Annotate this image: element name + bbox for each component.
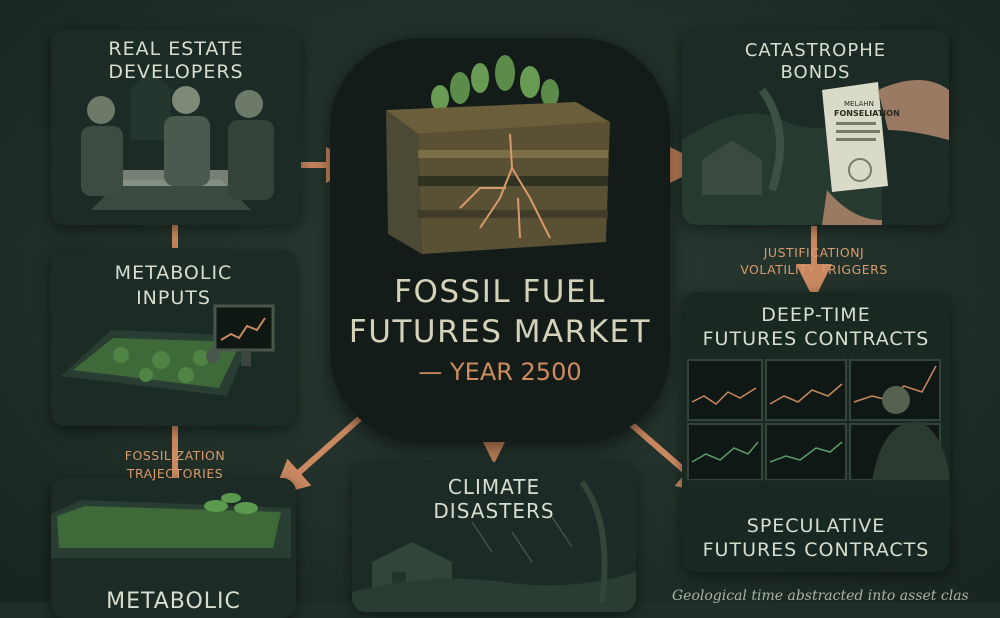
soil-cube-illustration — [386, 55, 610, 254]
document-text-line2: FONSELIATION — [834, 109, 900, 118]
center-title-line2: FUTURES MARKET — [348, 314, 652, 350]
panel-climate-disasters: CLIMATE DISASTERS — [352, 462, 636, 612]
panel-real-estate-developers: REAL ESTATE DEVELOPERS — [51, 30, 301, 225]
panel-title-line1: REAL ESTATE — [108, 38, 244, 60]
center-subtitle: — YEAR 2500 — [418, 358, 582, 386]
panel-title-line1: CATASTROPHE — [744, 40, 887, 61]
panel-title-line2: INPUTS — [136, 287, 211, 309]
panel-title-line2: DISASTERS — [433, 499, 555, 523]
justification-label-line1: JUSTIFICATIONJ — [763, 245, 865, 260]
caption: Geological time abstracted into asset cl… — [672, 588, 969, 604]
fossilization-label-line1: FOSSILIZATION — [124, 448, 226, 463]
fossilization-label-line2: TRAJECTORIES — [126, 466, 224, 481]
panel-title-line1: METABOLIC — [114, 262, 233, 284]
growth-tray-illustration — [51, 478, 296, 618]
speculative-title-line2: FUTURES CONTRACTS — [702, 539, 930, 561]
panel-deep-time-futures: DEEP-TIME FUTURES CONTRACTS SPECULATIVE … — [682, 292, 950, 572]
developers-illustration — [51, 30, 301, 225]
panel-metabolic-inputs: METABOLIC INPUTS — [51, 250, 296, 426]
metabolic-illustration — [51, 250, 296, 426]
panel-title-line1: DEEP-TIME — [761, 304, 871, 326]
panel-bottom-left: METABOLIC — [51, 478, 296, 618]
justification-label-line2: VOLATILITY TRIGGERS — [740, 262, 888, 277]
center-panel: FOSSIL FUEL FUTURES MARKET — YEAR 2500 — [330, 38, 670, 442]
panel-title-line2: FUTURES CONTRACTS — [702, 328, 930, 350]
document-text-line1: MELAHN — [844, 100, 874, 108]
panel-title-line2: BONDS — [780, 62, 851, 83]
speculative-title-line1: SPECULATIVE — [746, 515, 886, 537]
trading-screens-illustration — [682, 292, 950, 572]
center-title-line1: FOSSIL FUEL — [394, 274, 606, 310]
plants — [431, 55, 559, 111]
panel-catastrophe-bonds: MELAHN FONSELIATION CATASTROPHE BONDS — [682, 30, 949, 225]
panel-title-line1: CLIMATE — [447, 475, 541, 499]
panel-title-line2: DEVELOPERS — [108, 61, 244, 83]
bond-document-illustration: MELAHN FONSELIATION — [682, 30, 949, 225]
